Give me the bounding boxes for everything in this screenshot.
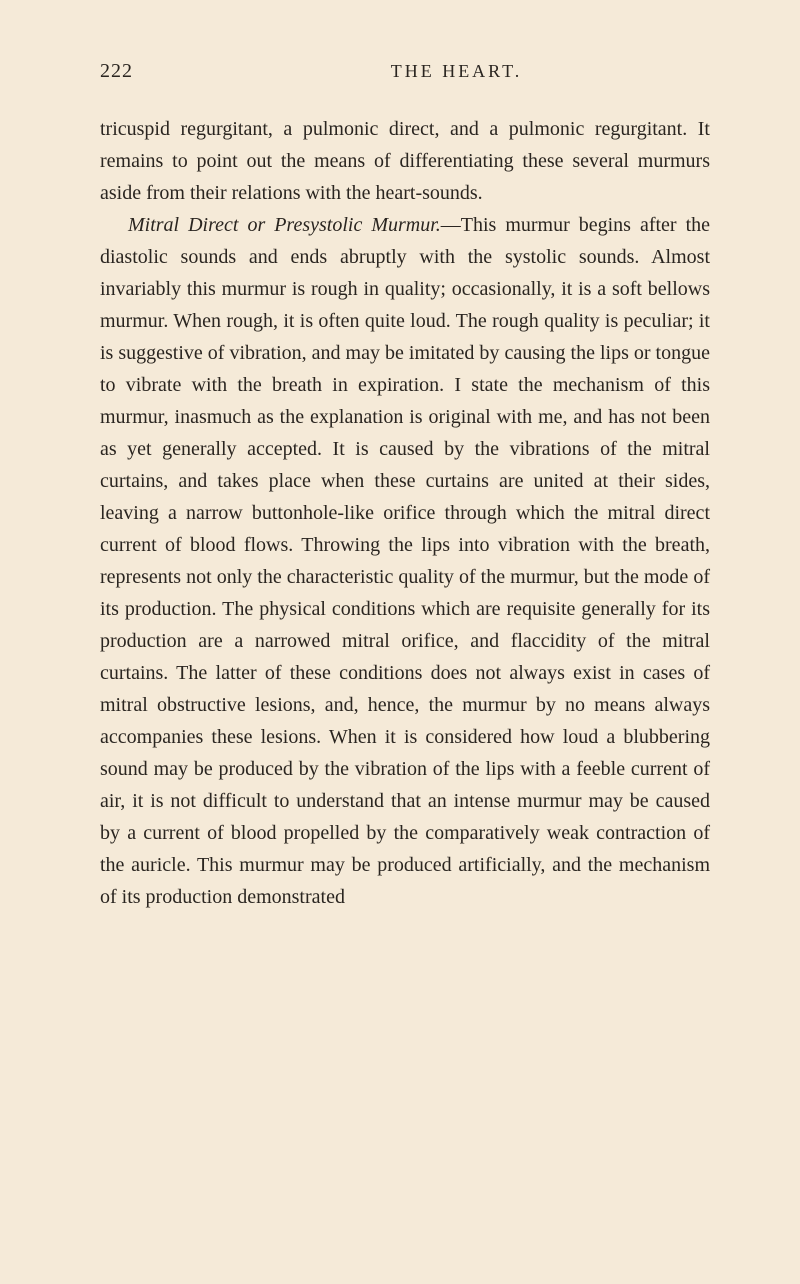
- paragraph-2: Mitral Direct or Presystolic Murmur.—Thi…: [100, 209, 710, 913]
- paragraph-2-heading: Mitral Direct or Presystolic Murmur.: [128, 214, 441, 236]
- paragraph-2-body: —This murmur begins after the diastolic …: [100, 214, 710, 908]
- chapter-title: THE HEART.: [203, 61, 710, 82]
- page-number: 222: [100, 60, 133, 83]
- body-text: tricuspid regurgitant, a pulmonic direct…: [100, 113, 710, 913]
- paragraph-1: tricuspid regurgitant, a pulmonic direct…: [100, 113, 710, 209]
- page-header: 222 THE HEART.: [100, 60, 710, 83]
